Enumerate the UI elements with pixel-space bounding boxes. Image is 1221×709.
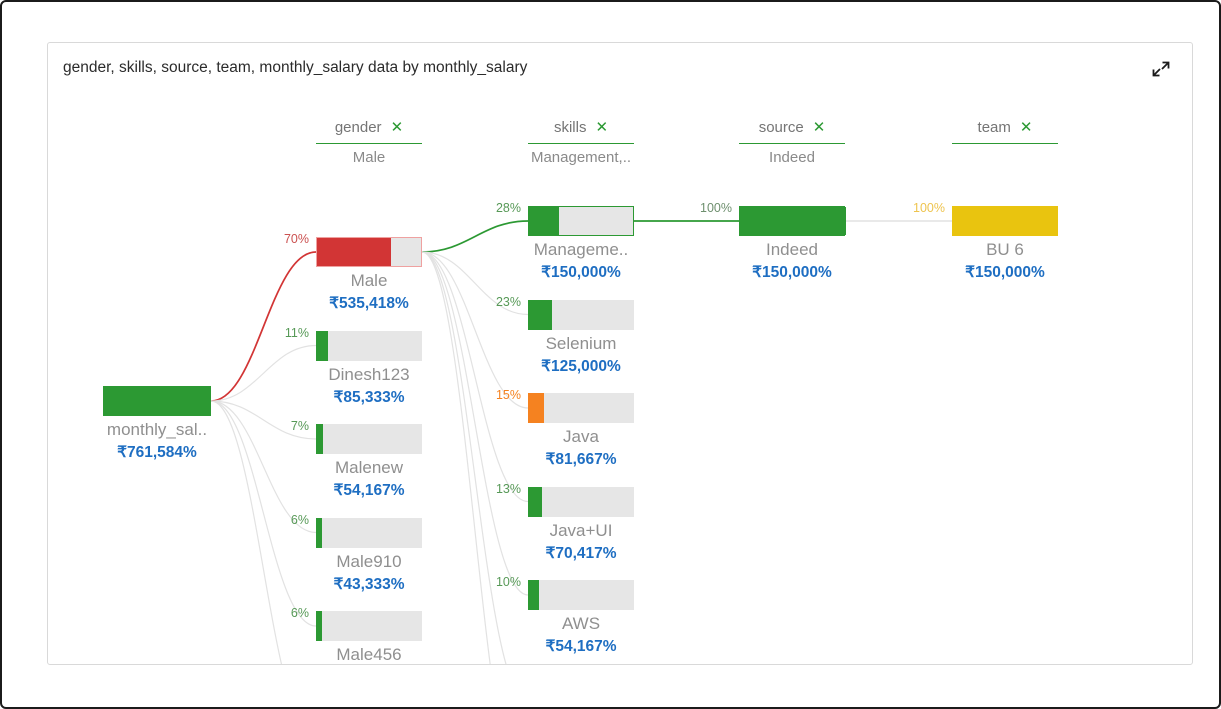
- node-value: ₹85,333%: [333, 388, 405, 406]
- decomposition-tree-card: gender, skills, source, team, monthly_sa…: [47, 42, 1193, 665]
- node-percentage: 23%: [495, 294, 521, 309]
- node-bar[interactable]: [739, 206, 846, 236]
- selected-value-source: Indeed: [769, 149, 815, 166]
- column-underline: [952, 143, 1058, 144]
- node-value: ₹54,167%: [545, 638, 617, 655]
- node-percentage: 6%: [290, 512, 309, 527]
- node-percentage: 6%: [290, 606, 309, 620]
- node-label: AWS: [561, 614, 601, 633]
- visual-title: gender, skills, source, team, monthly_sa…: [63, 59, 528, 76]
- node-bar[interactable]: [316, 517, 422, 548]
- node-bar[interactable]: [316, 330, 422, 361]
- node-value: ₹150,000%: [541, 264, 621, 281]
- column-header-skills: skills ✕: [508, 119, 654, 136]
- node-bar[interactable]: [316, 237, 422, 267]
- node-bar-fill: [528, 393, 544, 423]
- field-label-team: team: [977, 119, 1011, 136]
- node-bar-fill: [528, 299, 553, 330]
- node-bar-fill: [316, 611, 323, 641]
- node-bar-fill: [316, 424, 324, 454]
- node-value: ₹150,000%: [965, 264, 1045, 281]
- column-header-source: source ✕: [719, 119, 865, 136]
- node-bar-fill: [528, 486, 542, 517]
- node-label: Indeed: [766, 240, 818, 259]
- node-label: Java+UI: [549, 520, 613, 540]
- node-bar[interactable]: [528, 486, 634, 517]
- node-bar-fill: [528, 580, 539, 610]
- tree-connector-lines: [210, 220, 952, 664]
- node-bar-fill: [529, 207, 559, 235]
- node-percentage: 13%: [495, 481, 521, 496]
- field-label-source: source: [758, 119, 804, 136]
- node-label: Java: [563, 427, 599, 446]
- node-bar[interactable]: [528, 299, 634, 330]
- node-label: Male456: [336, 645, 402, 664]
- remove-field-gender-icon[interactable]: ✕: [390, 119, 404, 136]
- node-bar[interactable]: [528, 393, 634, 423]
- selected-value-gender: Male: [352, 149, 386, 166]
- column-underline: [739, 143, 845, 144]
- node-bar[interactable]: [528, 580, 634, 610]
- field-label-skills: skills: [553, 119, 587, 136]
- node-bar[interactable]: [103, 386, 211, 416]
- node-label: Malenew: [334, 458, 404, 477]
- node-bar[interactable]: [528, 206, 634, 236]
- node-percentage: 15%: [495, 388, 521, 402]
- node-value: ₹70,417%: [545, 544, 617, 562]
- node-bar-fill: [740, 207, 846, 235]
- node-label: Dinesh123: [328, 364, 410, 384]
- node-bar-fill: [103, 386, 211, 416]
- column-underline: [528, 143, 634, 144]
- node-percentage: 10%: [495, 575, 521, 589]
- expand-diagonal-arrows-icon: [1150, 58, 1172, 83]
- node-percentage: 11%: [284, 325, 309, 340]
- node-bar[interactable]: [316, 424, 422, 454]
- node-value: ₹125,000%: [541, 357, 621, 375]
- node-label: Manageme..: [533, 240, 629, 259]
- node-value: ₹81,667%: [545, 451, 617, 468]
- node-percentage: 28%: [495, 201, 521, 215]
- node-percentage: 100%: [700, 201, 732, 215]
- connector-line: [210, 400, 283, 664]
- node-label: Selenium: [545, 333, 617, 353]
- node-bar-fill: [316, 517, 323, 548]
- focus-mode-button[interactable]: [1146, 55, 1176, 85]
- column-header-team: team ✕: [932, 119, 1078, 136]
- node-percentage: 100%: [913, 201, 945, 215]
- node-label: BU 6: [986, 240, 1024, 259]
- node-bar-fill: [316, 330, 328, 361]
- remove-field-team-icon[interactable]: ✕: [1019, 119, 1033, 136]
- remove-field-skills-icon[interactable]: ✕: [595, 119, 609, 136]
- node-value: ₹535,418%: [329, 295, 409, 312]
- node-percentage: 70%: [283, 232, 309, 246]
- node-label: Male: [350, 271, 388, 290]
- node-value: ₹43,333%: [333, 575, 405, 593]
- selected-value-skills: Management,..: [530, 149, 632, 166]
- node-bar-fill: [952, 206, 1058, 236]
- node-bar[interactable]: [316, 611, 422, 641]
- node-bar-fill: [317, 238, 392, 266]
- node-value: ₹761,584%: [117, 444, 197, 461]
- column-header-gender: gender ✕: [296, 119, 442, 136]
- node-label: monthly_sal..: [106, 420, 208, 439]
- remove-field-source-icon[interactable]: ✕: [812, 119, 826, 136]
- node-value: ₹54,167%: [333, 482, 405, 499]
- node-bar[interactable]: [952, 206, 1058, 236]
- column-underline: [316, 143, 422, 144]
- node-label: Male910: [336, 551, 402, 571]
- node-value: ₹150,000%: [752, 264, 832, 281]
- field-label-gender: gender: [334, 119, 382, 136]
- node-percentage: 7%: [290, 419, 309, 433]
